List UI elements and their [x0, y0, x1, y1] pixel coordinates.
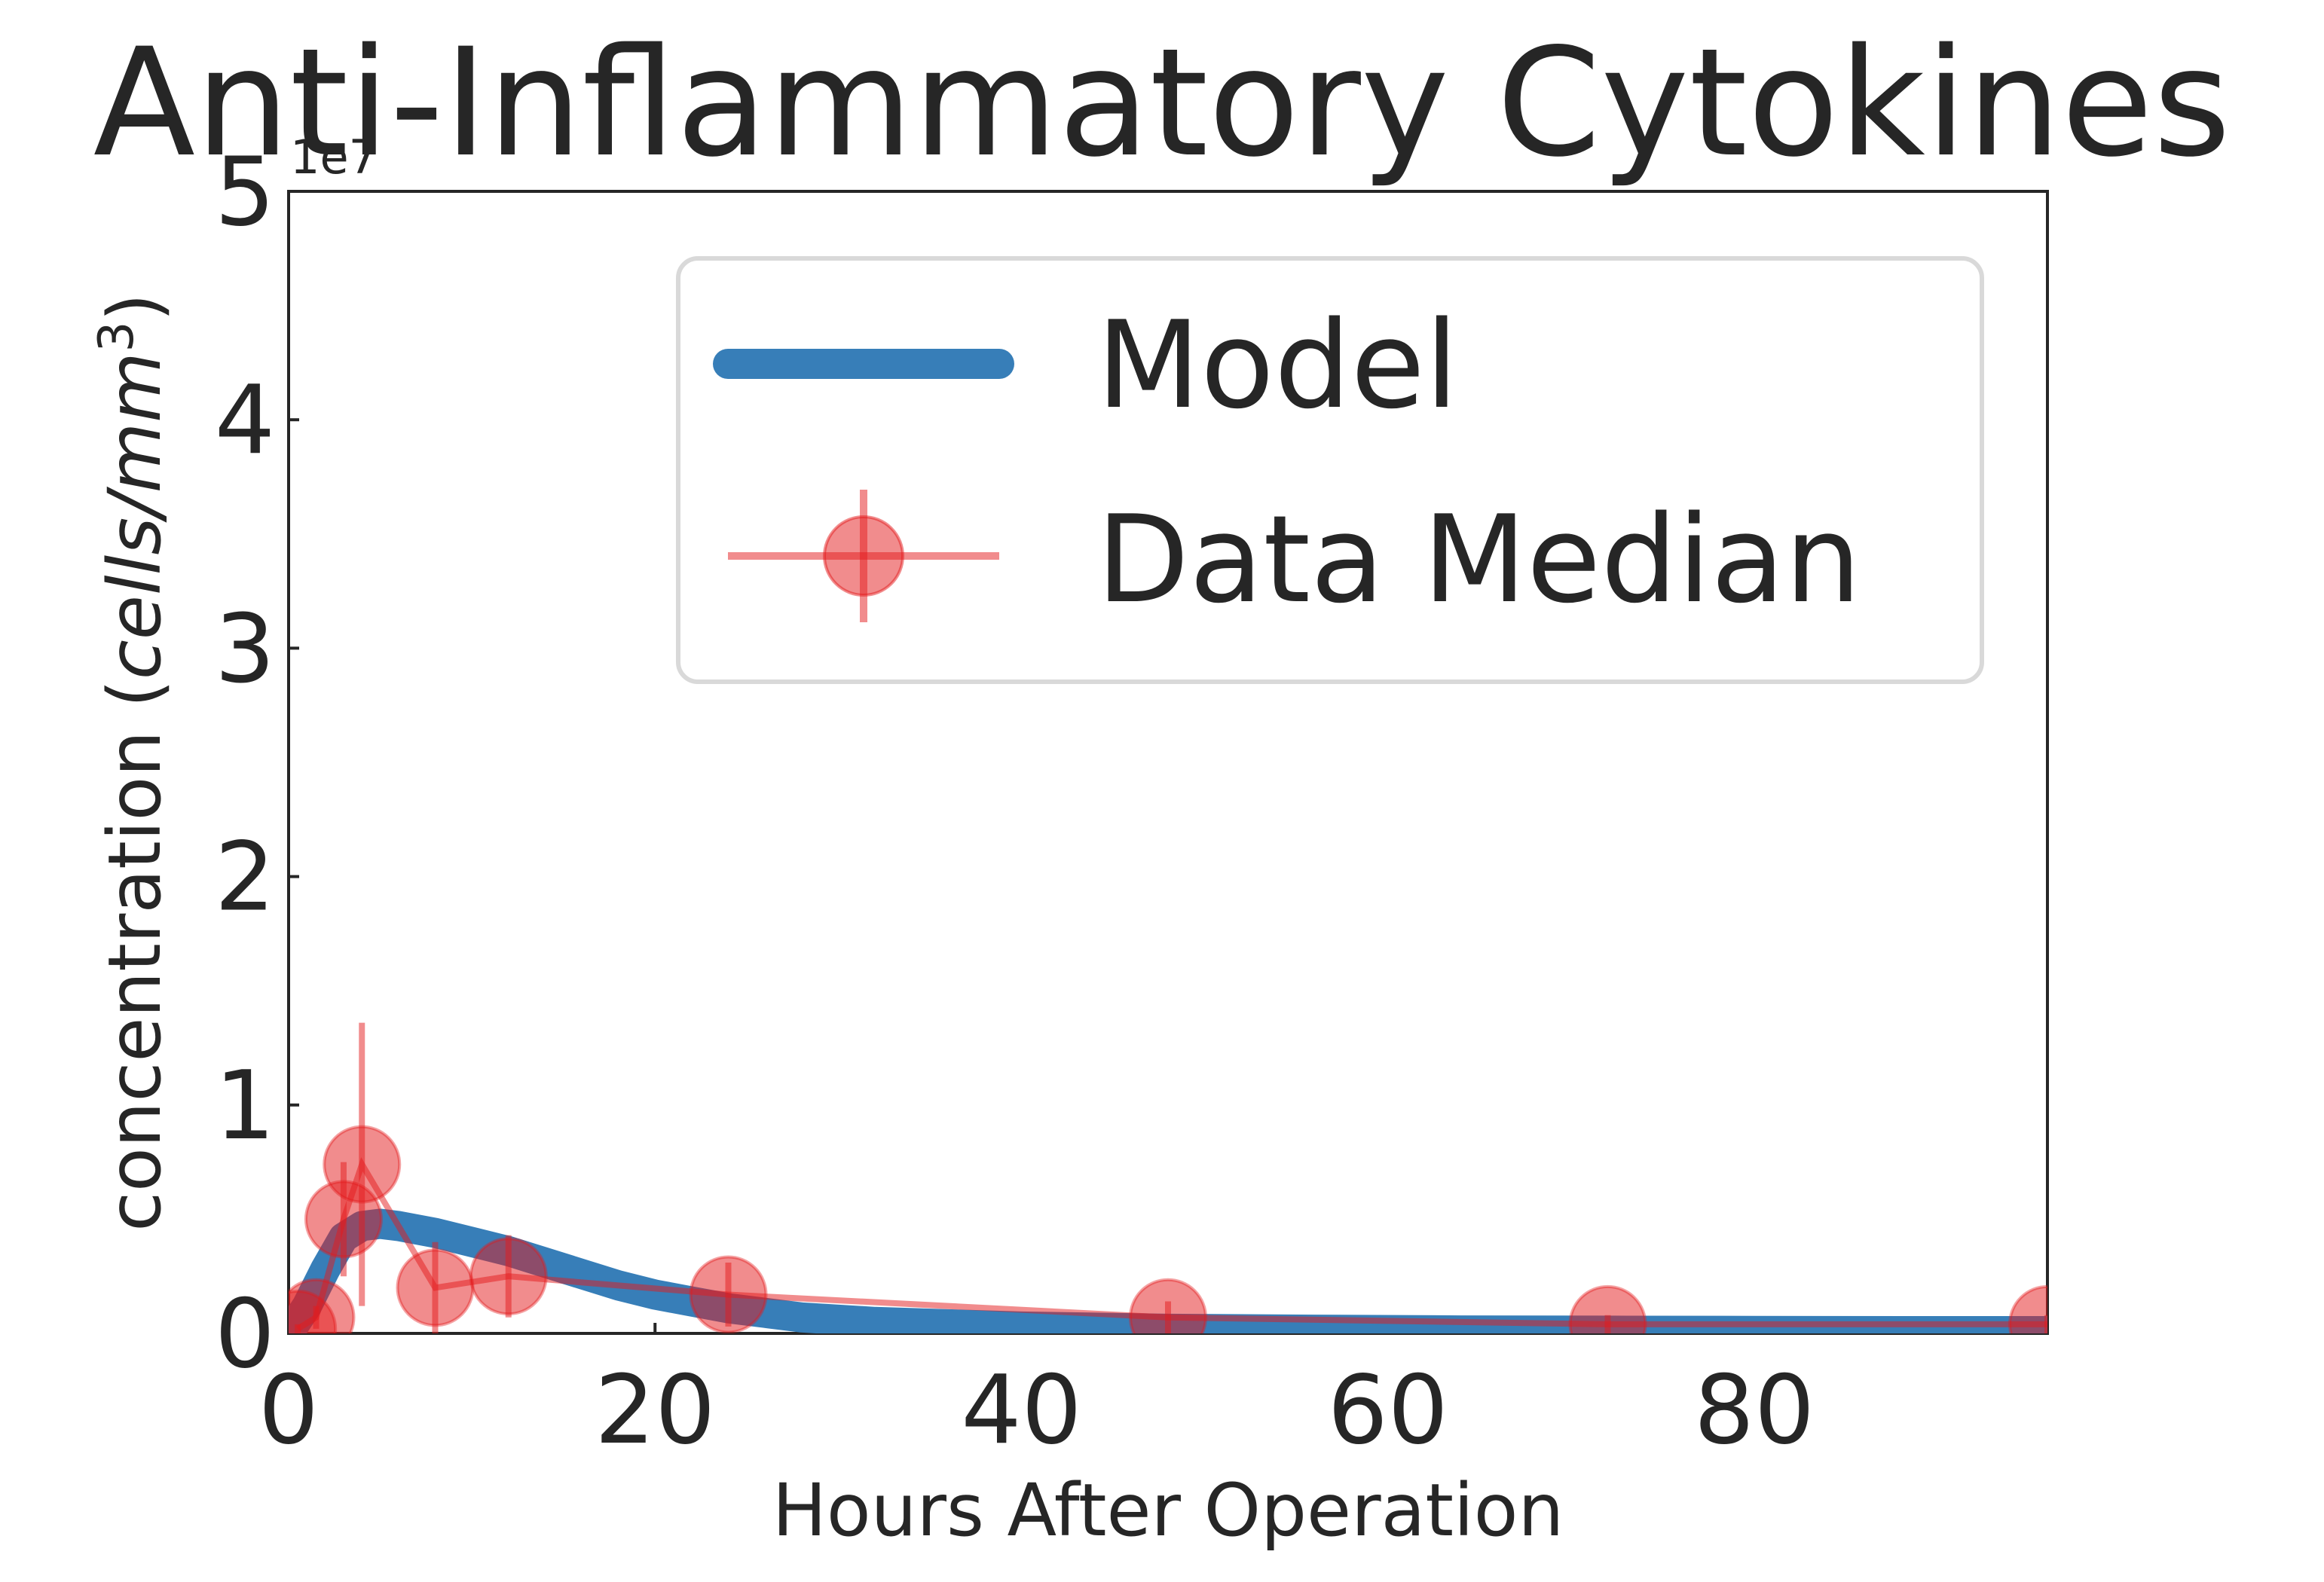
- legend-data-label: Data Median: [1096, 489, 1861, 630]
- y-axis-label-suffix: ): [93, 293, 177, 321]
- data-median-point: [323, 1125, 402, 1204]
- data-median-point: [1568, 1284, 1647, 1333]
- chart-title: Anti-Inflammatory Cytokines: [93, 16, 2231, 190]
- x-tick-label: 80: [1694, 1354, 1815, 1465]
- data-median-point: [2008, 1284, 2047, 1333]
- y-tick-label: 1: [215, 1050, 275, 1161]
- x-tick-label: 20: [595, 1354, 715, 1465]
- y-tick-label: 4: [215, 365, 275, 475]
- data-median-point: [396, 1248, 475, 1327]
- ticks: 0 20 40 60 80 0 1 2 3 4 5: [215, 136, 1815, 1465]
- x-tick-label: 60: [1328, 1354, 1448, 1465]
- legend-model-label: Model: [1096, 295, 1458, 435]
- data-median-point: [469, 1237, 548, 1316]
- y-axis-label-units: cells/mm: [93, 352, 177, 680]
- legend: Model Data Median: [676, 256, 1984, 684]
- y-tick-label: 5: [215, 136, 275, 247]
- data-layer: [289, 1022, 2047, 1333]
- y-tick-label: 3: [215, 593, 275, 704]
- y-axis-label: concentration (cells/mm3): [89, 293, 177, 1232]
- x-tick-label: 40: [961, 1354, 1081, 1465]
- data-median-point: [289, 1278, 356, 1333]
- y-tick-label: 2: [215, 822, 275, 933]
- y-axis-label-exponent: 3: [89, 322, 145, 353]
- y-axis-label-prefix: concentration (: [93, 680, 177, 1232]
- y-tick-label: 0: [215, 1278, 275, 1389]
- data-median-point: [1129, 1278, 1207, 1333]
- y-offset-label: 1e7: [290, 130, 378, 185]
- data-median-point: [689, 1255, 768, 1333]
- x-tick-label: 0: [258, 1354, 319, 1465]
- legend-data-swatch-marker: [823, 515, 904, 597]
- x-axis-label: Hours After Operation: [772, 1468, 1564, 1553]
